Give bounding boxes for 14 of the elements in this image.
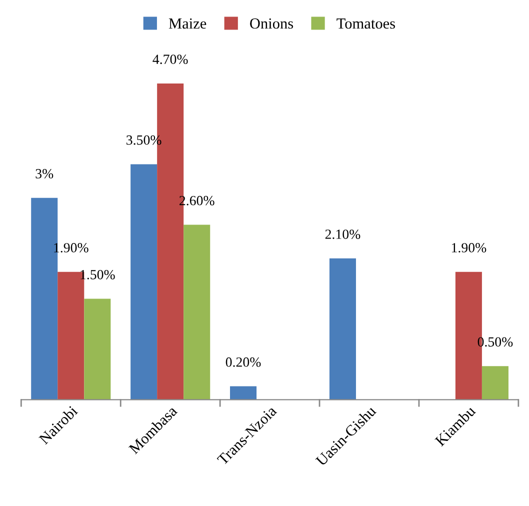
data-label: 3% [36,169,54,178]
legend-label: Tomatoes [336,18,395,29]
bar [329,258,356,400]
bar [130,164,158,400]
data-label: 4.70% [152,54,188,64]
bar [84,298,111,400]
bar [482,366,508,400]
legend-label: Maize [168,18,206,29]
legend-label: Onions [250,18,294,29]
data-label: 0.20% [226,357,261,367]
data-label: 2.10% [325,230,360,240]
bar [184,224,210,400]
data-label: 1.90% [452,243,486,252]
bar [230,386,257,400]
